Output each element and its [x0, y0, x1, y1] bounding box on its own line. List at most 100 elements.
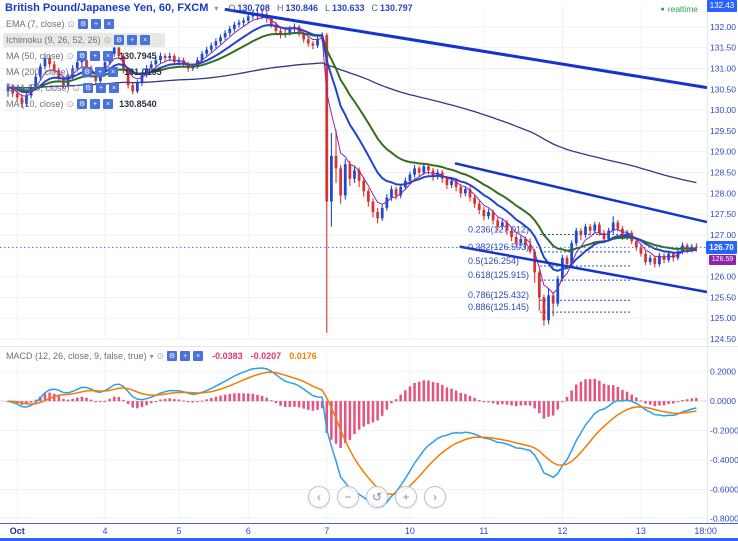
svg-text:126.00: 126.00 — [710, 272, 736, 282]
open-label: O — [228, 3, 236, 13]
legend-row-ma50[interactable]: MA (50, close) ⊙ ⚙ + × 130.7945 — [3, 49, 165, 63]
high-value: 130.846 — [285, 3, 318, 13]
visibility-toggle-icon[interactable]: ⊙ — [72, 82, 81, 93]
svg-text:129.50: 129.50 — [710, 126, 736, 136]
legend-row-ema90[interactable]: EMA (90, close) ⊙ ⚙ + × — [3, 81, 165, 95]
trend-lines[interactable] — [224, 7, 708, 294]
macd-values: -0.0383 -0.0207 0.0176 — [212, 351, 317, 361]
svg-text:12: 12 — [557, 526, 567, 536]
svg-text:-0.4000: -0.4000 — [710, 455, 738, 465]
indicator-delete-button[interactable]: × — [193, 351, 204, 361]
indicator-delete-button[interactable]: × — [104, 19, 115, 29]
moving-average-lines — [7, 16, 697, 295]
indicator-legend: EMA (7, close) ⊙ ⚙ + × Ichimoku (9, 26, … — [3, 17, 165, 111]
svg-text:127.50: 127.50 — [710, 209, 736, 219]
legend-row-ma200[interactable]: MA (200, close) ⊙ ⚙ + × 131.0195 — [3, 65, 165, 79]
indicator-delete-button[interactable]: × — [140, 35, 151, 45]
chevron-down-icon[interactable]: ▾ — [149, 351, 154, 361]
svg-text:125.00: 125.00 — [710, 313, 736, 323]
realtime-d-icon: ● — [660, 5, 665, 13]
legend-row-ma10[interactable]: MA (10, close) ⊙ ⚙ + × 130.8540 — [3, 97, 165, 111]
visibility-toggle-icon[interactable]: ⊙ — [66, 98, 75, 109]
svg-text:-0.6000: -0.6000 — [710, 485, 738, 495]
indicator-add-button[interactable]: + — [90, 51, 101, 61]
svg-text:0.0000: 0.0000 — [710, 396, 736, 406]
indicator-add-button[interactable]: + — [127, 35, 138, 45]
fib-level-label: 0.618(125.915) — [468, 270, 529, 280]
scroll-right-button[interactable]: › — [424, 486, 446, 508]
svg-text:128.00: 128.00 — [710, 188, 736, 198]
indicator-add-button[interactable]: + — [95, 67, 106, 77]
svg-text:-0.2000: -0.2000 — [710, 426, 738, 436]
svg-text:5: 5 — [176, 526, 181, 536]
visibility-toggle-icon[interactable]: ⊙ — [156, 350, 165, 361]
visibility-toggle-icon[interactable]: ⊙ — [71, 66, 80, 77]
trend-line-1 — [224, 7, 708, 90]
indicator-add-button[interactable]: + — [91, 19, 102, 29]
indicator-label: EMA (7, close) — [6, 19, 65, 29]
svg-text:4: 4 — [103, 526, 108, 536]
zoom-out-button[interactable]: − — [337, 486, 359, 508]
indicator-settings-button[interactable]: ⚙ — [78, 19, 89, 29]
visibility-toggle-icon[interactable]: ⊙ — [67, 18, 76, 29]
indicator-settings-button[interactable]: ⚙ — [82, 67, 93, 77]
legend-row-ichimoku[interactable]: Ichimoku (9, 26, 52, 26) ⊙ ⚙ + × — [3, 33, 165, 47]
svg-text:132.00: 132.00 — [710, 22, 736, 32]
realtime-label: realtime — [667, 4, 698, 14]
indicator-settings-button[interactable]: ⚙ — [77, 51, 88, 61]
indicator-value: 130.7945 — [119, 51, 157, 61]
symbol-title[interactable]: British Pound/Japanese Yen, 60, FXCM — [5, 2, 209, 14]
indicator-settings-button[interactable]: ⚙ — [167, 351, 178, 361]
svg-text:10: 10 — [405, 526, 415, 536]
visibility-toggle-icon[interactable]: ⊙ — [103, 34, 112, 45]
close-label: C — [371, 3, 379, 13]
svg-text:-0.8000: -0.8000 — [710, 513, 738, 523]
realtime-status: ● realtime — [661, 4, 698, 14]
svg-text:0.2000: 0.2000 — [710, 367, 736, 377]
scroll-left-button[interactable]: ‹ — [308, 486, 330, 508]
indicator-label: MA (50, close) — [6, 51, 64, 61]
last-price-badge: 126.70 — [706, 241, 737, 254]
indicator-add-button[interactable]: + — [96, 83, 107, 93]
ma-200-line — [7, 62, 697, 184]
indicator-settings-button[interactable]: ⚙ — [114, 35, 125, 45]
indicator-add-button[interactable]: + — [180, 351, 191, 361]
chart-header: British Pound/Japanese Yen, 60, FXCM ▾ O… — [5, 2, 413, 14]
svg-text:127.00: 127.00 — [710, 230, 736, 240]
svg-text:124.50: 124.50 — [710, 334, 736, 344]
svg-text:6: 6 — [246, 526, 251, 536]
svg-text:131.00: 131.00 — [710, 63, 736, 73]
macd-legend[interactable]: MACD (12, 26, close, 9, false, true) ▾ ⊙… — [3, 349, 320, 363]
zoom-in-button[interactable]: + — [395, 486, 417, 508]
indicator-delete-button[interactable]: × — [103, 99, 114, 109]
fib-level-label: 0.236(127.012) — [468, 224, 529, 234]
svg-text:131.50: 131.50 — [710, 43, 736, 53]
indicator-settings-button[interactable]: ⚙ — [83, 83, 94, 93]
legend-row-ema7[interactable]: EMA (7, close) ⊙ ⚙ + × — [3, 17, 165, 31]
chevron-down-icon[interactable]: ▾ — [214, 3, 219, 13]
ohlc-readout: O 130.708 H 130.846 L 130.633 C 130.797 — [228, 3, 412, 13]
indicator-delete-button[interactable]: × — [109, 83, 120, 93]
open-value: 130.708 — [237, 3, 270, 13]
axis-labels: 132.00 131.50 131.00 130.50 130.00 129.50 129.… — [10, 22, 738, 536]
indicator-delete-button[interactable]: × — [108, 67, 119, 77]
chart-nav-controls: ‹ − ↺ + › — [308, 486, 446, 508]
reset-view-button[interactable]: ↺ — [366, 486, 388, 508]
indicator-add-button[interactable]: + — [90, 99, 101, 109]
time-axis[interactable] — [0, 524, 738, 539]
indicator-settings-button[interactable]: ⚙ — [77, 99, 88, 109]
fib-retracement[interactable]: 0.236(127.012) 0.382(126.593) 0.5(126.254)… — [468, 224, 630, 313]
indicator-delete-button[interactable]: × — [103, 51, 114, 61]
high-label: H — [276, 3, 284, 13]
ema-7-line — [7, 16, 697, 295]
macd-label: MACD (12, 26, close, 9, false, true) — [6, 351, 147, 361]
svg-text:Oct: Oct — [10, 526, 25, 536]
low-label: L — [324, 3, 330, 13]
visibility-toggle-icon[interactable]: ⊙ — [66, 50, 75, 61]
svg-text:13: 13 — [636, 526, 646, 536]
indicator-value: 130.8540 — [119, 99, 157, 109]
indicator-label: Ichimoku (9, 26, 52, 26) — [6, 35, 101, 45]
low-value: 130.633 — [332, 3, 365, 13]
